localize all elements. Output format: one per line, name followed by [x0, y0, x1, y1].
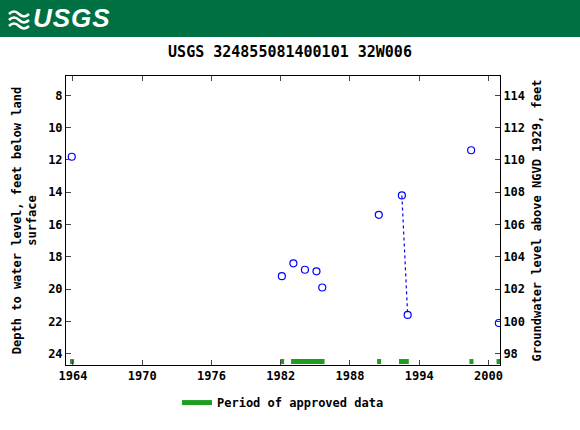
svg-text:1964: 1964: [58, 369, 87, 383]
svg-text:1988: 1988: [335, 369, 364, 383]
svg-text:8: 8: [55, 89, 62, 103]
svg-text:1970: 1970: [128, 369, 157, 383]
svg-text:102: 102: [503, 282, 525, 296]
svg-text:108: 108: [503, 185, 525, 199]
svg-text:20: 20: [48, 282, 62, 296]
svg-text:106: 106: [503, 218, 525, 232]
svg-text:Groundwater level above NGVD 1: Groundwater level above NGVD 1929, feet: [530, 80, 544, 362]
svg-text:10: 10: [48, 121, 62, 135]
svg-text:1994: 1994: [405, 369, 434, 383]
svg-text:2000: 2000: [474, 369, 503, 383]
svg-text:112: 112: [503, 121, 525, 135]
svg-text:100: 100: [503, 315, 525, 329]
svg-text:16: 16: [48, 218, 62, 232]
svg-text:1982: 1982: [266, 369, 295, 383]
svg-text:104: 104: [503, 250, 525, 264]
html-text:USGS: USGS: [33, 3, 111, 33]
svg-text:Period of approved data: Period of approved data: [217, 396, 383, 410]
svg-text:14: 14: [48, 185, 62, 199]
svg-text:1976: 1976: [197, 369, 226, 383]
svg-text:98: 98: [503, 347, 517, 361]
svg-text:18: 18: [48, 250, 62, 264]
svg-text:24: 24: [48, 347, 62, 361]
svg-text:USGS 324855081400101 32W006: USGS 324855081400101 32W006: [168, 43, 412, 61]
svg-text:12: 12: [48, 153, 62, 167]
svg-text:110: 110: [503, 153, 525, 167]
svg-text:114: 114: [503, 89, 525, 103]
svg-text:Depth to water level, feet bel: Depth to water level, feet below landsur…: [10, 87, 40, 354]
svg-text:22: 22: [48, 315, 62, 329]
